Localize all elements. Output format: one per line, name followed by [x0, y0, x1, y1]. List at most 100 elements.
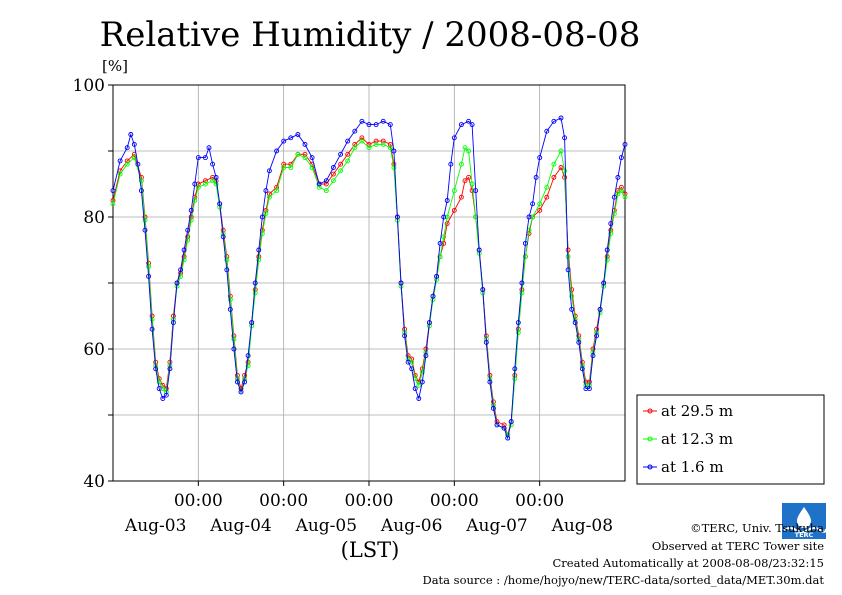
data-point: [373, 122, 379, 128]
data-point: [419, 379, 425, 385]
data-point: [441, 234, 447, 240]
data-point: [430, 293, 436, 299]
legend-label: at 12.3 m: [661, 430, 733, 448]
chart-title: Relative Humidity / 2008-08-08: [100, 15, 641, 55]
legend-box: [636, 394, 825, 485]
data-point: [608, 221, 614, 227]
data-point: [178, 267, 184, 273]
data-point: [234, 379, 240, 385]
data-point: [608, 231, 614, 236]
data-point: [242, 379, 248, 385]
data-point: [359, 138, 365, 144]
data-point: [256, 257, 262, 263]
data-point: [615, 191, 621, 197]
data-point: [142, 227, 148, 233]
data-point: [153, 366, 159, 372]
data-point: [562, 168, 568, 174]
data-point: [245, 353, 251, 359]
data-point: [501, 425, 507, 431]
data-point: [483, 339, 489, 345]
data-point: [345, 151, 351, 157]
data-point: [576, 339, 582, 345]
data-point: [522, 254, 528, 260]
data-point: [387, 122, 393, 128]
data-point: [231, 346, 237, 352]
data-point: [494, 422, 500, 428]
data-point: [434, 273, 440, 279]
x-time-label: 00:00: [259, 491, 308, 511]
data-point: [519, 290, 525, 296]
data-point: [466, 148, 472, 154]
data-point: [458, 161, 464, 167]
data-point: [537, 201, 543, 207]
data-point: [526, 214, 532, 220]
data-point: [131, 141, 137, 147]
legend-marker: [647, 408, 653, 414]
data-point: [544, 184, 550, 190]
data-point: [195, 184, 201, 190]
data-point: [263, 211, 269, 217]
data-point: [202, 181, 208, 187]
data-point: [437, 254, 443, 260]
data-point: [586, 386, 592, 392]
data-point: [266, 168, 272, 174]
data-point: [512, 376, 518, 382]
data-point: [316, 181, 322, 187]
y-tick-label: 40: [83, 472, 105, 492]
data-point: [466, 174, 472, 180]
data-point: [256, 247, 262, 253]
data-point: [288, 165, 294, 170]
x-time-label: 00:00: [174, 491, 223, 511]
x-date-label: Aug-06: [380, 516, 442, 536]
data-point: [359, 118, 365, 124]
data-point: [618, 188, 624, 194]
data-point: [387, 145, 393, 151]
data-point: [487, 379, 493, 385]
data-point: [142, 217, 148, 223]
data-point: [480, 287, 486, 293]
data-point: [618, 184, 624, 190]
data-point: [505, 435, 511, 441]
data-point: [231, 336, 237, 342]
observed-text: Observed at TERC Tower site: [651, 539, 824, 553]
data-point: [352, 141, 358, 147]
data-point: [135, 161, 141, 167]
data-point: [601, 280, 607, 286]
data-point: [213, 181, 219, 187]
data-point: [302, 151, 308, 157]
data-point: [138, 178, 144, 184]
data-point: [238, 389, 244, 395]
data-point: [366, 122, 372, 128]
data-point: [562, 135, 568, 141]
x-ticks: 00:00 00:00 00:00 00:00 00:00 Aug-03 Aug-04 Aug…: [124, 481, 613, 536]
data-point: [156, 379, 162, 385]
data-point: [338, 168, 344, 174]
data-point: [387, 141, 393, 147]
data-point: [451, 207, 457, 213]
data-point: [462, 178, 468, 184]
data-point: [441, 214, 447, 220]
data-point: [391, 165, 397, 170]
data-point: [110, 201, 116, 207]
data-point: [448, 161, 454, 167]
data-point: [366, 141, 372, 147]
data-point: [295, 151, 301, 157]
data-point: [462, 145, 468, 151]
data-point: [295, 132, 301, 137]
data-point: [266, 194, 272, 200]
data-point: [210, 178, 216, 184]
data-point: [622, 194, 628, 200]
data-point: [181, 247, 187, 253]
data-point: [476, 247, 482, 253]
data-point: [217, 201, 223, 207]
data-point: [206, 145, 212, 151]
y-tick-label: 80: [83, 208, 105, 228]
data-point: [444, 198, 450, 203]
data-point: [551, 161, 557, 167]
data-point: [380, 138, 386, 144]
data-point: [373, 141, 379, 147]
data-point: [323, 178, 329, 184]
data-point: [437, 240, 443, 246]
data-point: [380, 118, 386, 124]
legend: at 29.5 m at 12.3 m at 1.6 m: [636, 394, 825, 485]
